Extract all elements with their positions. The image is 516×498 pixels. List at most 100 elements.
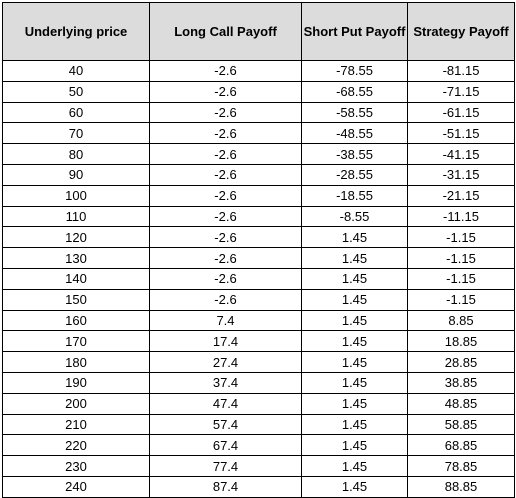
cell-short-put-payoff: 1.45 (301, 371, 408, 394)
cell-short-put-payoff: 1.45 (301, 288, 408, 311)
cell-short-put-payoff: 1.45 (301, 226, 408, 249)
header-underlying-price: Underlying price (2, 2, 150, 61)
cell-strategy-payoff: 8.85 (407, 309, 515, 332)
cell-underlying-price: 50 (2, 80, 150, 103)
cell-underlying-price: 230 (2, 455, 150, 477)
cell-underlying-price: 160 (2, 309, 150, 332)
cell-long-call-payoff: -2.6 (149, 80, 302, 103)
cell-underlying-price: 170 (2, 330, 150, 353)
table-row: 140 -2.6 1.45 -1.15 (2, 267, 515, 290)
cell-short-put-payoff: 1.45 (301, 434, 408, 457)
cell-long-call-payoff: -2.6 (149, 184, 302, 207)
cell-long-call-payoff: 87.4 (149, 475, 302, 498)
cell-underlying-price: 80 (2, 143, 150, 165)
cell-strategy-payoff: -21.15 (407, 184, 515, 207)
cell-underlying-price: 60 (2, 101, 150, 124)
table-row: 230 77.4 1.45 78.85 (2, 455, 515, 477)
cell-strategy-payoff: -31.15 (407, 163, 515, 186)
cell-long-call-payoff: 47.4 (149, 392, 302, 415)
cell-short-put-payoff: -78.55 (301, 60, 408, 82)
cell-long-call-payoff: -2.6 (149, 101, 302, 124)
cell-short-put-payoff: -38.55 (301, 143, 408, 165)
cell-long-call-payoff: -2.6 (149, 267, 302, 290)
cell-underlying-price: 90 (2, 163, 150, 186)
cell-underlying-price: 240 (2, 475, 150, 498)
cell-long-call-payoff: 7.4 (149, 309, 302, 332)
cell-underlying-price: 110 (2, 205, 150, 228)
cell-long-call-payoff: 17.4 (149, 330, 302, 353)
cell-short-put-payoff: 1.45 (301, 267, 408, 290)
cell-underlying-price: 40 (2, 60, 150, 82)
cell-underlying-price: 120 (2, 226, 150, 249)
cell-long-call-payoff: 37.4 (149, 371, 302, 394)
table-row: 190 37.4 1.45 38.85 (2, 371, 515, 394)
table-row: 180 27.4 1.45 28.85 (2, 351, 515, 373)
cell-short-put-payoff: 1.45 (301, 475, 408, 498)
cell-underlying-price: 130 (2, 247, 150, 269)
cell-underlying-price: 200 (2, 392, 150, 415)
table-body: 40 -2.6 -78.55 -81.15 50 -2.6 -68.55 -71.15 60 -2… (2, 60, 515, 498)
table-row: 200 47.4 1.45 48.85 (2, 392, 515, 415)
cell-strategy-payoff: -51.15 (407, 122, 515, 145)
cell-strategy-payoff: -81.15 (407, 60, 515, 82)
cell-long-call-payoff: -2.6 (149, 288, 302, 311)
header-long-call-payoff: Long Call Payoff (149, 2, 302, 61)
table-row: 60 -2.6 -58.55 -61.15 (2, 101, 515, 124)
cell-underlying-price: 190 (2, 371, 150, 394)
table-row: 80 -2.6 -38.55 -41.15 (2, 143, 515, 165)
table-row: 100 -2.6 -18.55 -21.15 (2, 184, 515, 207)
cell-strategy-payoff: 78.85 (407, 455, 515, 477)
cell-underlying-price: 100 (2, 184, 150, 207)
cell-strategy-payoff: 58.85 (407, 413, 515, 436)
table-row: 120 -2.6 1.45 -1.15 (2, 226, 515, 249)
table-row: 70 -2.6 -48.55 -51.15 (2, 122, 515, 145)
cell-strategy-payoff: -61.15 (407, 101, 515, 124)
cell-long-call-payoff: 27.4 (149, 351, 302, 373)
cell-underlying-price: 210 (2, 413, 150, 436)
table-row: 150 -2.6 1.45 -1.15 (2, 288, 515, 311)
cell-underlying-price: 150 (2, 288, 150, 311)
cell-strategy-payoff: 38.85 (407, 371, 515, 394)
cell-strategy-payoff: -1.15 (407, 247, 515, 269)
table-row: 170 17.4 1.45 18.85 (2, 330, 515, 353)
cell-long-call-payoff: -2.6 (149, 205, 302, 228)
cell-strategy-payoff: -1.15 (407, 288, 515, 311)
cell-strategy-payoff: -1.15 (407, 267, 515, 290)
cell-short-put-payoff: -28.55 (301, 163, 408, 186)
cell-long-call-payoff: -2.6 (149, 163, 302, 186)
cell-underlying-price: 220 (2, 434, 150, 457)
cell-long-call-payoff: 67.4 (149, 434, 302, 457)
cell-strategy-payoff: 48.85 (407, 392, 515, 415)
cell-short-put-payoff: 1.45 (301, 351, 408, 373)
cell-long-call-payoff: -2.6 (149, 60, 302, 82)
cell-short-put-payoff: -68.55 (301, 80, 408, 103)
table-row: 110 -2.6 -8.55 -11.15 (2, 205, 515, 228)
header-row: Underlying price Long Call Payoff Short … (2, 2, 515, 61)
cell-short-put-payoff: -18.55 (301, 184, 408, 207)
cell-long-call-payoff: 57.4 (149, 413, 302, 436)
table-row: 210 57.4 1.45 58.85 (2, 413, 515, 436)
header-strategy-payoff: Strategy Payoff (407, 2, 515, 61)
cell-short-put-payoff: 1.45 (301, 413, 408, 436)
cell-underlying-price: 180 (2, 351, 150, 373)
cell-strategy-payoff: 68.85 (407, 434, 515, 457)
cell-long-call-payoff: -2.6 (149, 143, 302, 165)
table-row: 40 -2.6 -78.55 -81.15 (2, 60, 515, 82)
cell-short-put-payoff: 1.45 (301, 455, 408, 477)
cell-strategy-payoff: -11.15 (407, 205, 515, 228)
cell-short-put-payoff: 1.45 (301, 247, 408, 269)
cell-strategy-payoff: -71.15 (407, 80, 515, 103)
cell-short-put-payoff: 1.45 (301, 309, 408, 332)
cell-underlying-price: 140 (2, 267, 150, 290)
header-short-put-payoff: Short Put Payoff (301, 2, 408, 61)
cell-strategy-payoff: 88.85 (407, 475, 515, 498)
cell-strategy-payoff: -1.15 (407, 226, 515, 249)
cell-short-put-payoff: -58.55 (301, 101, 408, 124)
cell-short-put-payoff: 1.45 (301, 330, 408, 353)
cell-strategy-payoff: -41.15 (407, 143, 515, 165)
cell-short-put-payoff: 1.45 (301, 392, 408, 415)
table-row: 130 -2.6 1.45 -1.15 (2, 247, 515, 269)
cell-strategy-payoff: 18.85 (407, 330, 515, 353)
